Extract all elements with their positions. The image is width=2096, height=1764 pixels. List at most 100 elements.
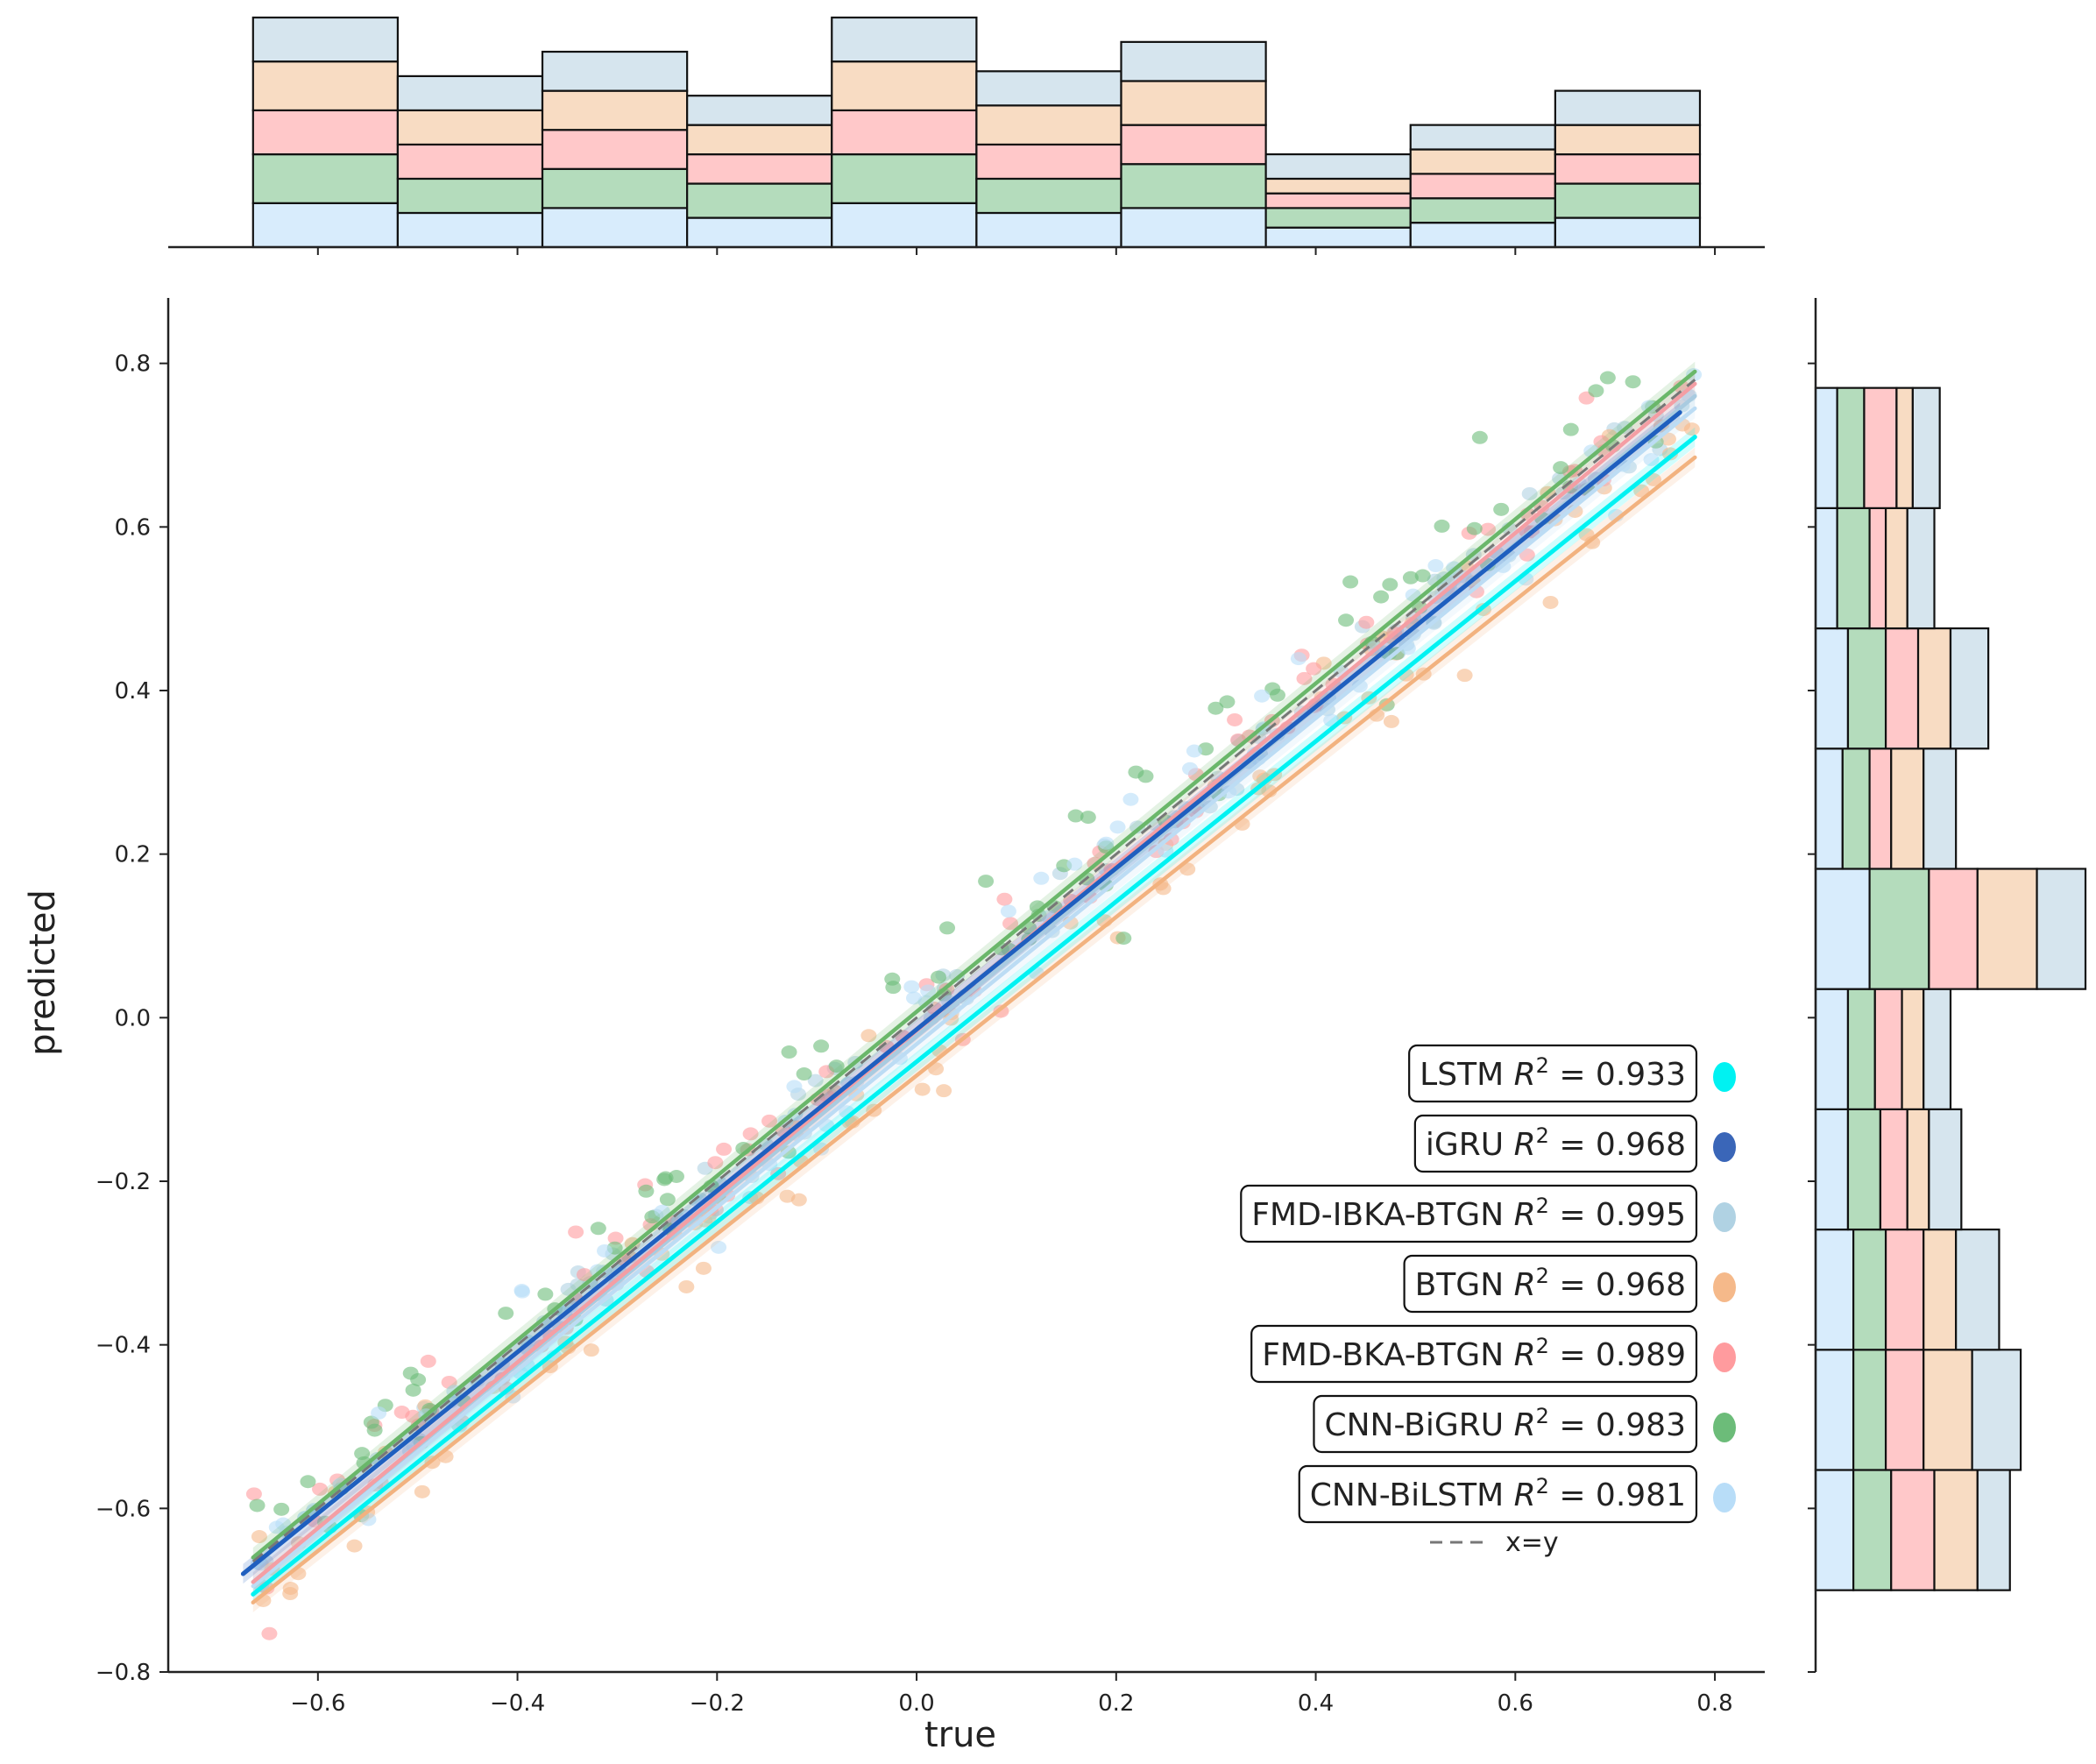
point-cnn-bilstm — [371, 1406, 387, 1420]
right-hist-bar-cnn-bigru — [1836, 507, 1871, 630]
legend-entry-lstm: LSTM R2 = 0.933 — [1408, 1044, 1736, 1103]
point-btgn — [1252, 769, 1269, 783]
point-cnn-bigru — [1067, 809, 1084, 823]
point-fmd-bka-btgn — [245, 1487, 262, 1501]
y-tick-label: 0.6 — [115, 514, 151, 541]
legend-entry-cnn-bilstm: CNN-BiLSTM R2 = 0.981 — [1298, 1464, 1736, 1524]
top-hist-bar-fmd-ibka-btgn — [396, 74, 544, 112]
top-hist-bar-fmd-bka-btgn — [396, 143, 544, 181]
top-hist-bar-fmd-ibka-btgn — [831, 16, 978, 63]
x-tick-label: −0.6 — [290, 1690, 345, 1717]
top-hist-bar-cnn-bigru — [251, 152, 400, 204]
right-marginal-histogram — [1808, 298, 2087, 1673]
right-hist-bar-btgn — [1884, 507, 1908, 630]
legend-marker-cnn-bigru — [1713, 1413, 1736, 1442]
top-hist-bar-fmd-bka-btgn — [1120, 124, 1267, 166]
top-hist-bar-btgn — [975, 104, 1122, 146]
right-hist-bar-fmd-ibka-btgn — [1906, 507, 1936, 630]
point-cnn-bigru — [1338, 613, 1355, 627]
top-hist-bar-cnn-bigru — [831, 152, 978, 204]
point-cnn-bigru — [638, 1184, 655, 1198]
top-hist-bar-fmd-ibka-btgn — [975, 70, 1122, 107]
point-fmd-bka-btgn — [1519, 548, 1535, 562]
point-cnn-bigru — [781, 1045, 797, 1059]
point-btgn — [251, 1530, 267, 1544]
top-hist-bar-cnn-bilstm — [1409, 222, 1556, 249]
top-hist-bar-cnn-bilstm — [1120, 207, 1267, 249]
point-fmd-bka-btgn — [312, 1482, 329, 1496]
point-cnn-bigru — [1414, 569, 1431, 583]
top-hist-bar-fmd-ibka-btgn — [1554, 89, 1702, 126]
point-btgn — [1542, 595, 1559, 609]
y-tick-label: −0.8 — [96, 1660, 151, 1686]
point-cnn-bigru — [1434, 519, 1450, 533]
point-cnn-bigru — [1562, 422, 1579, 436]
right-hist-bar-cnn-bigru — [1846, 627, 1887, 750]
right-hist-bar-fmd-ibka-btgn — [1928, 1108, 1963, 1231]
point-cnn-bigru — [1588, 384, 1604, 398]
top-hist-bar-cnn-bigru — [1120, 163, 1267, 209]
point-btgn — [346, 1539, 363, 1553]
legend-marker-cnn-bilstm — [1713, 1483, 1736, 1513]
point-fmd-bka-btgn — [993, 1004, 1009, 1018]
point-btgn — [936, 1084, 952, 1098]
right-hist-bar-btgn — [1923, 1349, 1973, 1471]
point-cnn-bigru — [1625, 375, 1641, 389]
point-btgn — [914, 1082, 931, 1096]
point-cnn-bigru — [249, 1498, 266, 1513]
point-btgn — [1456, 669, 1473, 683]
top-hist-bar-cnn-bilstm — [541, 207, 689, 249]
point-btgn — [779, 1189, 796, 1203]
point-cnn-bigru — [590, 1222, 606, 1236]
top-hist-bar-cnn-bigru — [396, 177, 544, 215]
legend-label: iGRU R2 = 0.968 — [1426, 1123, 1686, 1163]
right-hist-bar-fmd-bka-btgn — [1928, 868, 1979, 990]
point-cnn-bigru — [1378, 698, 1395, 712]
right-hist-bar-cnn-bilstm — [1814, 1228, 1855, 1351]
right-hist-bar-fmd-ibka-btgn — [1923, 988, 1952, 1110]
point-fmd-bka-btgn — [996, 892, 1013, 906]
point-cnn-bilstm — [589, 1264, 605, 1278]
top-hist-bar-btgn — [831, 60, 978, 112]
point-cnn-bilstm — [513, 1284, 530, 1298]
top-hist-bar-fmd-ibka-btgn — [251, 16, 400, 63]
legend-label: BTGN R2 = 0.968 — [1415, 1264, 1686, 1303]
point-cnn-bilstm — [1000, 904, 1016, 918]
top-hist-bar-cnn-bilstm — [1264, 226, 1412, 249]
point-cnn-bilstm — [903, 980, 920, 994]
point-cnn-bigru — [1493, 502, 1510, 516]
top-hist-bar-fmd-bka-btgn — [1264, 192, 1412, 209]
right-hist-bar-fmd-ibka-btgn — [1971, 1349, 2022, 1471]
point-cnn-bilstm — [1109, 820, 1126, 834]
legend-entry-igru: iGRU R2 = 0.968 — [1413, 1114, 1736, 1173]
top-hist-bar-btgn — [396, 109, 544, 146]
x-axis-title: true — [924, 1715, 996, 1755]
legend-marker-btgn — [1713, 1272, 1736, 1302]
point-cnn-bilstm — [1221, 785, 1237, 799]
point-cnn-bilstm — [1640, 400, 1657, 414]
point-cnn-bigru — [1466, 521, 1483, 535]
top-hist-bar-cnn-bilstm — [1554, 216, 1702, 249]
y-axis-title: predicted — [23, 889, 63, 1056]
right-hist-bar-cnn-bilstm — [1814, 627, 1850, 750]
point-cnn-bigru — [1373, 590, 1390, 604]
top-hist-bar-btgn — [251, 60, 400, 112]
top-marginal-histogram — [168, 16, 1765, 255]
point-cnn-bigru — [1115, 932, 1132, 946]
right-hist-bar-fmd-bka-btgn — [1873, 988, 1903, 1110]
top-hist-bar-cnn-bilstm — [396, 211, 544, 249]
legend-box — [1298, 1464, 1698, 1524]
point-fmd-bka-btgn — [742, 1127, 759, 1141]
point-cnn-bigru — [1264, 682, 1281, 696]
point-cnn-bigru — [1402, 570, 1419, 584]
point-cnn-bigru — [405, 1383, 421, 1397]
legend-entry-fmd-bka-btgn: FMD-BKA-BTGN R2 = 0.989 — [1250, 1324, 1736, 1384]
top-hist-bar-cnn-bigru — [1264, 207, 1412, 229]
right-hist-bar-btgn — [1890, 747, 1925, 870]
right-hist-bar-fmd-ibka-btgn — [1911, 386, 1941, 509]
top-hist-bar-cnn-bigru — [975, 177, 1122, 215]
right-hist-bar-cnn-bigru — [1852, 1349, 1887, 1471]
legend-label: CNN-BiLSTM R2 = 0.981 — [1310, 1474, 1686, 1513]
top-hist-bar-fmd-ibka-btgn — [686, 95, 833, 126]
